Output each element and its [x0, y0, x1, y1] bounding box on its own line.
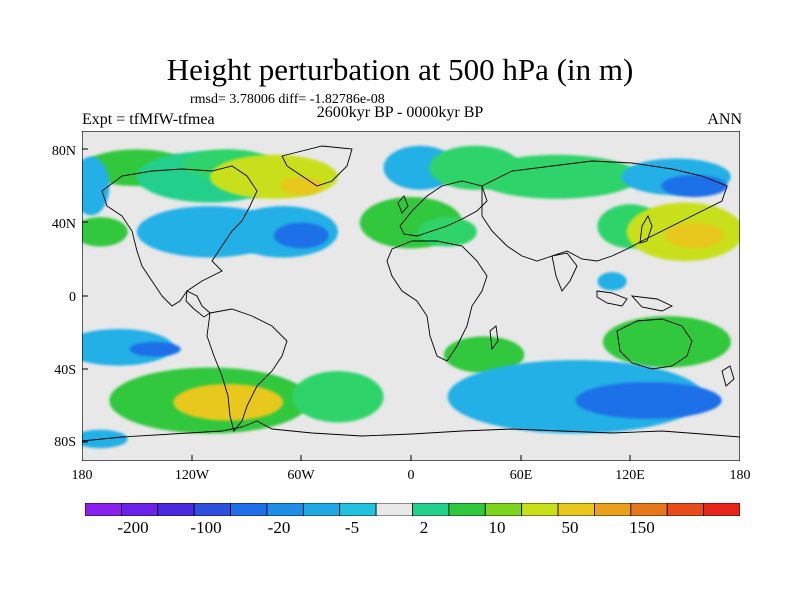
colorbar-box — [230, 503, 268, 516]
colorbar — [85, 503, 740, 516]
colorbar-box — [521, 503, 559, 516]
lon-tick-180e: 180 — [729, 468, 751, 483]
field-blob — [418, 217, 477, 247]
colorbar-box — [448, 503, 486, 516]
colorbar-label: -5 — [344, 518, 360, 537]
lat-tick-40n: 40N — [51, 217, 76, 232]
colorbar-box — [484, 503, 523, 516]
colorbar-box — [120, 503, 159, 516]
colorbar-box — [375, 503, 413, 516]
colorbar-label: -200 — [117, 518, 149, 537]
lat-tick-0: 0 — [69, 290, 76, 305]
field-blob — [279, 176, 324, 196]
field-blob — [82, 156, 110, 216]
field-layer — [82, 145, 740, 449]
coastlines — [82, 145, 740, 461]
colorbar-label: 150 — [629, 518, 655, 537]
chart-title: Height perturbation at 500 hPa (in m) — [166, 52, 634, 87]
colorbar-box — [412, 503, 450, 516]
lon-tick-60e: 60E — [509, 468, 533, 483]
colorbar-box — [302, 503, 341, 516]
field-blob — [575, 382, 722, 419]
lat-tick-80n: 80N — [51, 144, 76, 159]
colorbar-box — [85, 503, 122, 516]
field-blob — [292, 371, 384, 423]
stats-label: rmsd= 3.78006 diff= -1.82786e-08 — [190, 92, 385, 107]
lon-tick-0: 0 — [407, 468, 415, 483]
colorbar-box — [703, 503, 740, 516]
colorbar-label: 10 — [488, 518, 506, 537]
colorbar-box — [157, 503, 195, 516]
colorbar-label: -20 — [267, 518, 291, 537]
field-blob — [443, 336, 525, 373]
field-blob — [474, 154, 640, 199]
colorbar-label: 50 — [561, 518, 579, 537]
colorbar-box — [666, 503, 705, 516]
lat-tick-40s: 40S — [54, 363, 76, 378]
field-blob — [602, 316, 731, 368]
lon-tick-120e: 120E — [615, 468, 645, 483]
field-blob — [665, 222, 724, 249]
lon-tick-60w: 60W — [287, 468, 315, 483]
field-blob — [597, 272, 627, 291]
lon-tick-180w: 180 — [71, 468, 93, 483]
field-blob — [82, 217, 128, 247]
field-blob — [661, 175, 728, 197]
map-plot — [82, 131, 740, 461]
field-blob — [82, 329, 174, 366]
field-blob — [273, 222, 329, 249]
tick-marks — [82, 148, 631, 461]
experiment-label: Expt = tfMfW-tfmea — [82, 111, 215, 128]
lat-tick-80s: 80S — [54, 435, 76, 450]
colorbar-label: -100 — [190, 518, 222, 537]
colorbar-box — [594, 503, 632, 516]
field-blob — [129, 341, 181, 357]
colorbar-box — [630, 503, 668, 516]
colorbar-box — [557, 503, 595, 516]
field-blob — [209, 154, 338, 199]
colorbar-label: 2 — [419, 518, 429, 537]
season-label: ANN — [707, 111, 742, 128]
period-label: 2600kyr BP - 0000kyr BP — [316, 104, 484, 121]
colorbar-box — [193, 503, 231, 516]
colorbar-box — [266, 503, 304, 516]
colorbar-box — [339, 503, 377, 516]
lon-tick-120w: 120W — [174, 468, 210, 483]
